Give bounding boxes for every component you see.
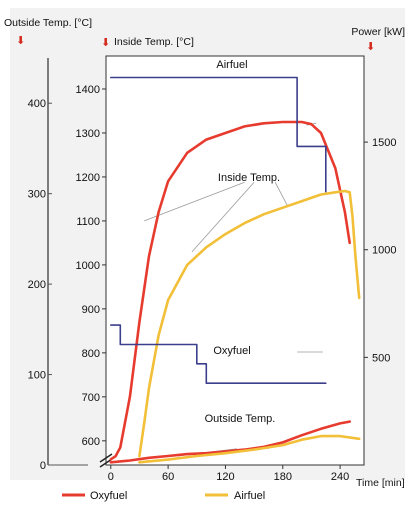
axis-break-mark-1 [99,453,113,463]
leader-inside-temp-airfuel-2 [274,182,288,207]
leader-inside-temp-oxyfuel [144,181,245,222]
axis-break-mark-2 [99,458,113,468]
series-line-0-inside-temp [109,120,352,461]
inside-temp-tick-label: 1200 [76,172,100,184]
series-line-1-inside-temp [138,189,361,458]
inside-temp-tick-label: 600 [82,436,100,448]
power-arrow-icon: ⬇ [366,41,375,53]
legend-label-oxyfuel: Oxyfuel [90,490,127,502]
series-line-4-airfuel [110,76,327,193]
outside-temp-arrow-icon: ⬇ [16,35,25,47]
inside-temp-axis: 600 700 800 900 1000 1100 1200 1300 1400 [76,84,106,448]
outside-temp-tick-label: 100 [28,370,46,382]
inside-temp-tick-label: 900 [82,304,100,316]
annotation-airfuel: Airfuel [216,59,247,71]
inside-temp-tick-label: 1400 [76,84,100,96]
inside-temp-tick-label: 800 [82,348,100,360]
inside-temp-tick-label: 700 [82,392,100,404]
outside-temp-axis: 0 100 200 300 400 [28,98,52,472]
time-axis-title: Time [min] [356,477,405,489]
outside-temp-tick-label: 200 [28,279,46,291]
annotation-inside-temp: Inside Temp. [218,172,280,184]
inside-temp-arrow-icon: ⬇ [101,37,110,49]
outside-temp-tick-label: 0 [40,460,46,472]
inside-temp-tick-label: 1000 [76,260,100,272]
series-layer [109,76,361,464]
inside-temp-tick-label: 1300 [76,128,100,140]
power-tick-label: 1000 [372,245,396,257]
time-tick-label: 120 [216,471,234,483]
series-line-2-outside-temp [109,420,352,464]
leader-inside-temp-airfuel [191,181,255,252]
inside-temp-axis-title: Inside Temp. [°C] [114,36,194,48]
series-line-5-oxyfuel [110,324,327,385]
inside-temp-tick-label: 1100 [76,216,100,228]
legend: Oxyfuel Airfuel [62,490,265,502]
legend-label-airfuel: Airfuel [234,490,265,502]
time-tick-label: 180 [274,471,292,483]
outside-temp-axis-title: Outside Temp. [°C] [4,17,92,29]
plot-area [105,55,365,466]
time-axis: 0 60 120 180 240 [108,465,349,483]
time-tick-label: 0 [108,471,114,483]
outside-temp-tick-label: 400 [28,98,46,110]
time-tick-label: 60 [162,471,174,483]
outside-temp-tick-label: 300 [28,189,46,201]
annotation-outside-temp: Outside Temp. [205,413,276,425]
power-tick-label: 1500 [372,137,396,149]
time-tick-label: 240 [331,471,349,483]
power-tick-label: 500 [372,352,390,364]
annotation-oxyfuel: Oxyfuel [213,345,250,357]
power-axis-title: Power [kW] [351,26,405,38]
series-line-3-outside-temp [138,434,361,464]
power-axis: 500 1000 1500 [364,137,396,364]
annotations: Airfuel Inside Temp. Oxyfuel Outside Tem… [205,59,280,425]
